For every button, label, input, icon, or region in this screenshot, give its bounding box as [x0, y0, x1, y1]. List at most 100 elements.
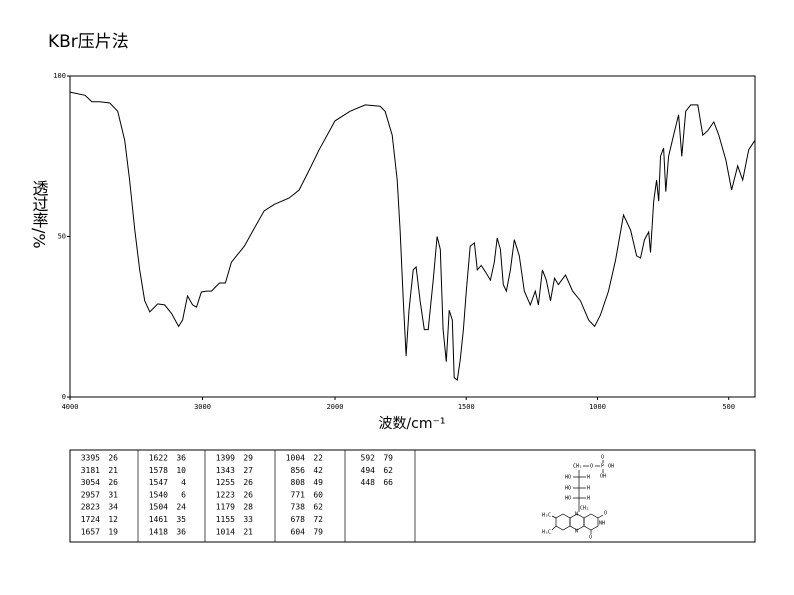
peak-transmittance: 66 [383, 478, 393, 487]
peak-wavenumber: 1418 [149, 527, 168, 536]
peak-wavenumber: 856 [291, 466, 306, 475]
atom-label: CH₂ [580, 506, 589, 512]
y-tick-label: 0 [62, 393, 66, 401]
peak-wavenumber: 1657 [81, 527, 100, 536]
peak-table-frame [69, 449, 756, 543]
x-tick-label: 500 [722, 403, 735, 411]
chart-title: KBr压片法 [48, 32, 129, 52]
peak-transmittance: 33 [243, 515, 253, 524]
peak-wavenumber: 1504 [149, 503, 168, 512]
peak-transmittance: 12 [108, 515, 118, 524]
peak-transmittance: 24 [176, 503, 186, 512]
structure-labels: CH₂ O P OH O OH HO H HO H HO H CH₂ N N H… [542, 455, 614, 541]
y-axis-label: 透过率/% [30, 180, 49, 249]
peak-transmittance: 19 [108, 527, 118, 536]
peak-transmittance: 60 [313, 490, 323, 499]
y-tick-label: 50 [58, 233, 66, 241]
peak-wavenumber: 1622 [149, 454, 168, 463]
peak-wavenumber: 1399 [216, 454, 235, 463]
x-tick-label: 1000 [589, 403, 606, 411]
x-tick-label: 2000 [327, 403, 344, 411]
atom-label: H₃C [542, 513, 551, 519]
plot-frame [69, 75, 756, 398]
atom-label: H₃C [542, 530, 551, 536]
peak-transmittance: 6 [181, 490, 186, 499]
peak-wavenumber: 2823 [81, 503, 100, 512]
peak-wavenumber: 1255 [216, 478, 235, 487]
bond [551, 515, 557, 519]
atom-label: H [587, 486, 590, 492]
peak-wavenumber: 604 [291, 527, 306, 536]
peak-transmittance: 4 [181, 478, 186, 487]
peak-wavenumber: 1343 [216, 466, 235, 475]
peak-wavenumber: 3054 [81, 478, 100, 487]
atom-label: HO [565, 475, 571, 481]
ring [555, 513, 571, 531]
atom-label: CH₂ [573, 464, 582, 470]
peak-wavenumber: 3181 [81, 466, 100, 475]
atom-label: N [575, 512, 578, 518]
peak-wavenumber: 771 [291, 490, 306, 499]
peak-transmittance: 42 [313, 466, 323, 475]
x-axis-label: 波数/cm⁻¹ [378, 416, 445, 432]
peak-wavenumber: 1155 [216, 515, 235, 524]
peak-transmittance: 35 [176, 515, 186, 524]
spectrum-line [69, 91, 756, 381]
atom-label: O [601, 455, 604, 461]
peak-transmittance: 36 [176, 527, 186, 536]
atom-label: OH [608, 464, 614, 470]
atom-label: HO [565, 496, 571, 502]
peak-transmittance: 29 [243, 454, 253, 463]
structure-drawing [137, 450, 604, 542]
peak-transmittance: 22 [313, 454, 323, 463]
peak-transmittance: 31 [108, 490, 118, 499]
peak-transmittance: 27 [243, 466, 253, 475]
peak-transmittance: 34 [108, 503, 118, 512]
peak-wavenumber: 1578 [149, 466, 168, 475]
peak-transmittance: 26 [108, 478, 118, 487]
peak-wavenumber: 738 [291, 503, 306, 512]
ring [583, 513, 599, 531]
peak-wavenumber: 494 [361, 466, 376, 475]
peak-wavenumber: 1223 [216, 490, 235, 499]
peak-transmittance: 21 [108, 466, 118, 475]
y-tick-label: 100 [53, 72, 66, 80]
peak-transmittance: 79 [383, 454, 393, 463]
peak-transmittance: 10 [176, 466, 186, 475]
peak-wavenumber: 448 [361, 478, 376, 487]
atom-label: H [587, 475, 590, 481]
atom-label: O [590, 464, 593, 470]
peak-wavenumber: 1179 [216, 503, 235, 512]
peak-transmittance: 72 [313, 515, 323, 524]
atom-label: NH [599, 521, 605, 527]
peak-transmittance: 62 [313, 503, 323, 512]
peak-wavenumber: 678 [291, 515, 306, 524]
atom-label: HO [565, 486, 571, 492]
bond [551, 525, 557, 531]
peak-transmittance: 28 [243, 503, 253, 512]
peak-wavenumber: 1461 [149, 515, 168, 524]
atom-label: N [575, 529, 578, 535]
x-tick-label: 4000 [62, 403, 79, 411]
atom-label: P [601, 464, 604, 470]
peak-wavenumber: 1724 [81, 515, 100, 524]
peak-transmittance: 26 [243, 490, 253, 499]
peak-wavenumber: 592 [361, 454, 376, 463]
atom-label: H [587, 496, 590, 502]
atom-label: OH [600, 474, 606, 480]
bond [597, 514, 604, 519]
peak-wavenumber: 1014 [216, 527, 235, 536]
peak-wavenumber: 1540 [149, 490, 168, 499]
peak-wavenumber: 1004 [286, 454, 305, 463]
peak-transmittance: 26 [243, 478, 253, 487]
peak-transmittance: 49 [313, 478, 323, 487]
peak-wavenumber: 808 [291, 478, 306, 487]
peak-wavenumber: 1547 [149, 478, 168, 487]
peak-transmittance: 62 [383, 466, 393, 475]
atom-label: O [604, 511, 607, 517]
peak-transmittance: 36 [176, 454, 186, 463]
peak-transmittance: 79 [313, 527, 323, 536]
peak-transmittance: 21 [243, 527, 253, 536]
peak-wavenumber: 3395 [81, 454, 100, 463]
